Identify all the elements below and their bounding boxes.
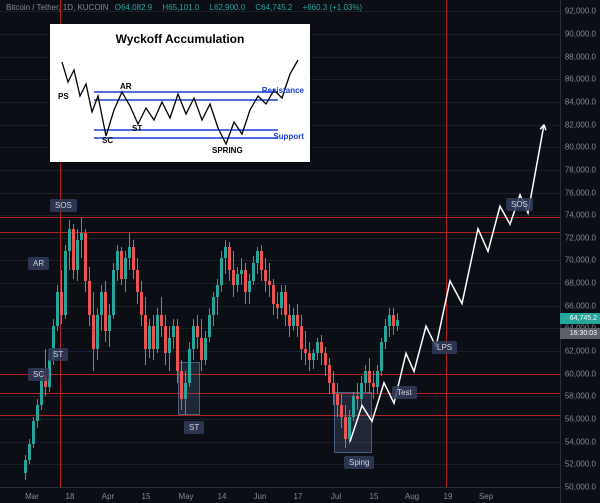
ytick: 86,000.0: [565, 75, 596, 84]
xtick: Jun: [254, 492, 267, 501]
ytick: 88,000.0: [565, 52, 596, 61]
test-label[interactable]: Test: [392, 386, 417, 399]
xtick: Apr: [102, 492, 114, 501]
st-label-lower[interactable]: ST: [184, 421, 204, 434]
ytick: 74,000.0: [565, 211, 596, 220]
ytick: 78,000.0: [565, 165, 596, 174]
inset-resistance: Resistance: [262, 86, 304, 95]
xtick: 18: [66, 492, 75, 501]
xtick: Mar: [25, 492, 39, 501]
ytick: 72,000.0: [565, 233, 596, 242]
wyckoff-inset: Wyckoff Accumulation PS AR SC ST SPRING …: [50, 24, 310, 162]
resistance-line[interactable]: [0, 374, 560, 375]
ytick: 80,000.0: [565, 143, 596, 152]
price-tag: 64,745.2: [560, 313, 600, 324]
price-axis: 50,000.0 52,000.0 54,000.0 56,000.0 58,000.0…: [560, 0, 600, 503]
inset-support: Support: [273, 132, 304, 141]
ytick: 82,000.0: [565, 120, 596, 129]
symbol-text: Bitcoin / Tether, 1D, KUCOIN: [6, 3, 109, 12]
ytick: 68,000.0: [565, 279, 596, 288]
resistance-line[interactable]: [0, 217, 560, 218]
chart-header: Bitcoin / Tether, 1D, KUCOIN O64,082.9 H…: [6, 3, 366, 12]
inset-st: ST: [132, 124, 142, 133]
ar-label[interactable]: AR: [28, 257, 49, 270]
xtick: 15: [142, 492, 151, 501]
st-label-upper[interactable]: ST: [48, 348, 68, 361]
inset-ar: AR: [120, 82, 132, 91]
ytick: 62,000.0: [565, 347, 596, 356]
xtick: Jul: [331, 492, 341, 501]
xtick: 17: [294, 492, 303, 501]
inset-ps: PS: [58, 92, 69, 101]
ytick: 70,000.0: [565, 256, 596, 265]
ytick: 56,000.0: [565, 415, 596, 424]
xtick: 19: [444, 492, 453, 501]
sos-label-right[interactable]: SOS: [506, 198, 533, 211]
xtick: Sep: [479, 492, 493, 501]
ytick: 92,000.0: [565, 7, 596, 16]
ytick: 84,000.0: [565, 97, 596, 106]
resistance-line[interactable]: [0, 415, 560, 416]
xtick: Aug: [405, 492, 419, 501]
ytick: 50,000.0: [565, 483, 596, 492]
xtick: May: [178, 492, 193, 501]
ytick: 60,000.0: [565, 369, 596, 378]
sc-label[interactable]: SC: [28, 368, 49, 381]
ytick: 76,000.0: [565, 188, 596, 197]
xtick: 15: [370, 492, 379, 501]
ytick: 54,000.0: [565, 437, 596, 446]
resistance-line[interactable]: [0, 393, 560, 394]
time-axis: Mar 18 Apr 15 May 14 Jun 17 Jul 15 Aug 19 Sep: [0, 487, 560, 503]
sos-label-left[interactable]: SOS: [50, 199, 77, 212]
inset-spring: SPRING: [212, 146, 243, 155]
ytick: 58,000.0: [565, 392, 596, 401]
vertical-line[interactable]: [446, 0, 447, 487]
ytick: 90,000.0: [565, 29, 596, 38]
spring-label[interactable]: Sping: [344, 456, 374, 469]
inset-sc: SC: [102, 136, 113, 145]
price-tag: 16:30:03: [560, 328, 600, 339]
xtick: 14: [218, 492, 227, 501]
ytick: 52,000.0: [565, 460, 596, 469]
lps-label[interactable]: LPS: [432, 341, 457, 354]
ytick: 66,000.0: [565, 301, 596, 310]
